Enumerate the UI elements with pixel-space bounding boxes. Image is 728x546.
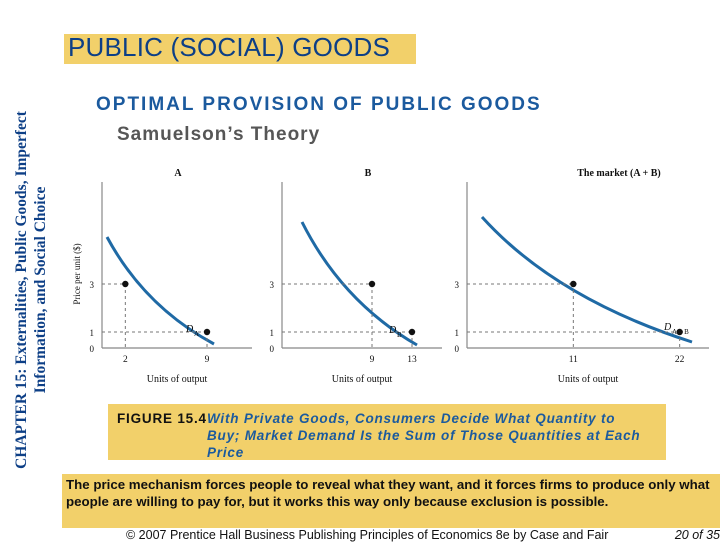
curve-label-subscript: A + B xyxy=(672,328,689,336)
y-tick-label: 0 xyxy=(90,344,95,354)
equilibrium-point xyxy=(368,280,376,288)
figure-number: FIGURE 15.4 xyxy=(117,411,207,426)
title-highlight xyxy=(64,34,416,64)
demand-curve xyxy=(480,215,693,344)
chapter-title-line1: CHAPTER 15: Externalities, Public Goods,… xyxy=(13,111,30,469)
y-tick-label: 3 xyxy=(270,280,275,290)
caption-line2: Buy; Market Demand Is the Sum of Those Q… xyxy=(207,428,641,443)
curve-label-subscript: B xyxy=(397,331,402,339)
y-tick-label: 1 xyxy=(270,328,275,338)
caption-line1: With Private Goods, Consumers Decide Wha… xyxy=(207,411,616,426)
equilibrium-point xyxy=(122,280,129,288)
equilibrium-point xyxy=(676,328,683,336)
page-number: 20 of 35 xyxy=(674,528,720,542)
y-axis-label: Price per unit ($) xyxy=(72,243,82,304)
footer-copyright: © 2007 Prentice Hall Business Publishing… xyxy=(126,528,609,542)
equilibrium-point xyxy=(570,280,577,288)
x-tick-label: 2 xyxy=(123,355,128,365)
chapter-sidebar: CHAPTER 15: Externalities, Public Goods,… xyxy=(0,40,62,540)
panel-title: B xyxy=(365,168,372,179)
section-heading: OPTIMAL PROVISION OF PUBLIC GOODS xyxy=(96,94,542,115)
y-tick-label: 3 xyxy=(90,280,95,290)
x-tick-label: 13 xyxy=(407,355,417,365)
y-tick-label: 0 xyxy=(455,344,460,354)
panel-title: The market (A + B) xyxy=(577,168,660,179)
chapter-title-line2: Information, and Social Choice xyxy=(32,186,49,394)
caption-highlight xyxy=(108,404,666,460)
equilibrium-point xyxy=(408,328,416,336)
x-axis-label: Units of output xyxy=(147,374,208,385)
x-tick-label: 9 xyxy=(370,355,375,365)
x-axis-label: Units of output xyxy=(332,374,393,385)
panel-title: A xyxy=(174,168,182,179)
curve-label: D xyxy=(663,322,672,333)
chapter-title: CHAPTER 15: Externalities, Public Goods,… xyxy=(12,40,50,540)
demand-curve xyxy=(300,221,418,347)
x-tick-label: 11 xyxy=(569,355,578,365)
curve-label-subscript: A xyxy=(194,330,199,338)
note-text: The price mechanism forces people to rev… xyxy=(66,477,710,509)
note-highlight xyxy=(62,474,720,528)
y-tick-label: 3 xyxy=(455,280,460,290)
curve-label: D xyxy=(185,324,194,335)
caption-line3: Price xyxy=(207,445,245,460)
x-axis-label: Units of output xyxy=(558,374,619,385)
subsection-heading: Samuelson’s Theory xyxy=(117,124,321,145)
y-tick-label: 1 xyxy=(455,328,460,338)
slide-title: PUBLIC (SOCIAL) GOODS xyxy=(68,32,391,62)
y-tick-label: 0 xyxy=(270,344,275,354)
x-tick-label: 9 xyxy=(205,355,210,365)
figure-caption: FIGURE 15.4 With Private Goods, Consumer… xyxy=(117,410,673,461)
curve-label: D xyxy=(388,325,397,336)
x-tick-label: 22 xyxy=(675,355,685,365)
y-tick-label: 1 xyxy=(90,328,95,338)
demand-curve xyxy=(105,236,215,346)
equilibrium-point xyxy=(203,328,211,336)
